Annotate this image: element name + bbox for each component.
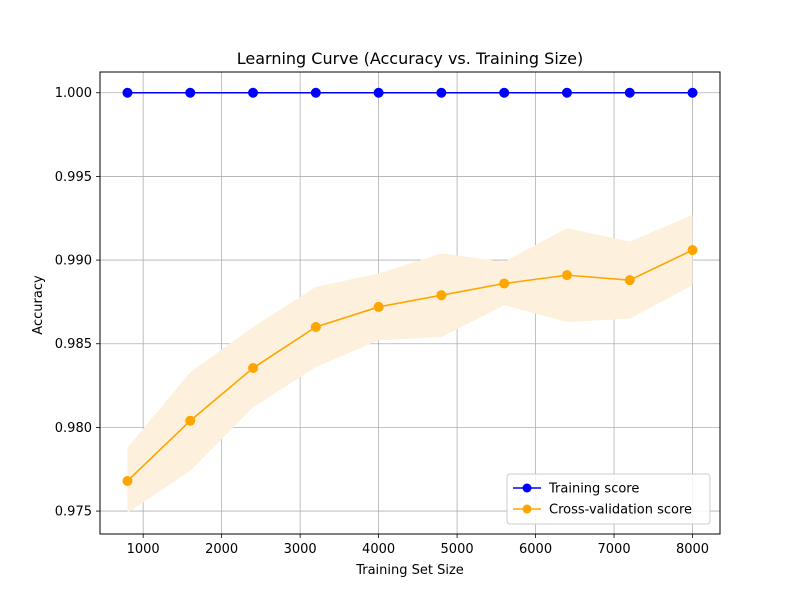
x-tick-label-7: 8000 <box>676 542 709 557</box>
y-tick-label-3: 0.990 <box>55 254 92 269</box>
x-tick-label-2: 3000 <box>284 542 317 557</box>
series-1-point-4 <box>373 301 384 312</box>
plot-area: 1000 2000 3000 4000 5000 6000 7000 8000 0.975 0.9… <box>55 71 721 557</box>
legend-box <box>506 473 711 525</box>
y-tick-label-1: 0.980 <box>55 421 92 436</box>
series-0-point-9 <box>687 87 698 98</box>
y-tick-label-0: 0.975 <box>55 505 92 520</box>
series-0-point-3 <box>310 87 321 98</box>
series-0-point-4 <box>373 87 384 98</box>
x-tick-label-1: 2000 <box>205 542 238 557</box>
y-tick-label-2: 0.985 <box>55 337 92 352</box>
series-0-point-6 <box>499 87 510 98</box>
axes-frame <box>99 71 721 535</box>
series-0-point-8 <box>624 87 635 98</box>
legend-marker-1 <box>522 504 532 514</box>
x-tick-label-6: 7000 <box>598 542 631 557</box>
series-1-point-9 <box>687 245 698 256</box>
x-tick-label-3: 4000 <box>362 542 395 557</box>
x-axis-title: Training Set Size <box>355 563 464 578</box>
series-0-point-1 <box>185 87 196 98</box>
series-1-point-2 <box>248 363 259 374</box>
series-1-point-8 <box>624 275 635 286</box>
series-1-point-6 <box>499 278 510 289</box>
series-line-1 <box>126 249 693 482</box>
y-axis-title: Accuracy <box>31 275 46 335</box>
y-tick-label-5: 1.000 <box>55 86 92 101</box>
series-1-point-7 <box>561 270 572 281</box>
series-0-point-5 <box>436 87 447 98</box>
series-0-point-7 <box>561 87 572 98</box>
legend-marker-0 <box>522 483 532 493</box>
y-tick-label-4: 0.995 <box>55 170 92 185</box>
chart-title: Learning Curve (Accuracy vs. Training Si… <box>237 49 584 68</box>
series-1-point-0 <box>122 475 133 486</box>
x-tick-label-4: 5000 <box>441 542 474 557</box>
x-tick-label-0: 1000 <box>127 542 160 557</box>
x-tick-label-5: 6000 <box>519 542 552 557</box>
series-0-point-2 <box>248 87 259 98</box>
confidence-band-1 <box>127 214 693 513</box>
series-1-point-3 <box>310 322 321 333</box>
series-1-point-1 <box>185 415 196 426</box>
series-1-point-5 <box>436 290 447 301</box>
legend-label-0: Training score <box>548 482 639 497</box>
legend-label-1: Cross-validation score <box>549 503 692 518</box>
series-0-point-0 <box>122 87 133 98</box>
